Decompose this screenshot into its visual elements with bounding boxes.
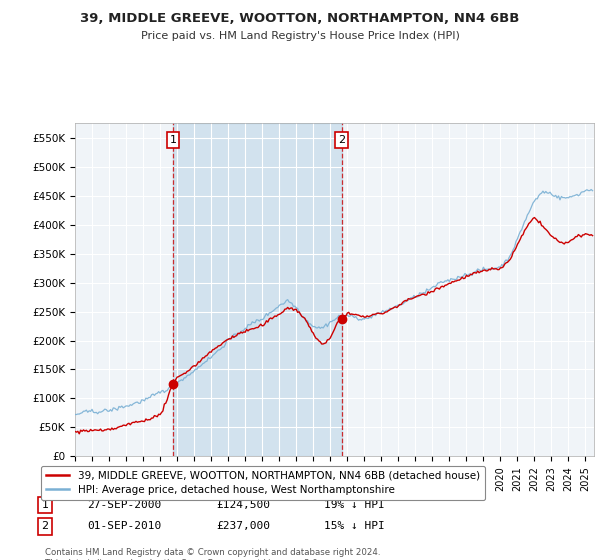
Text: 39, MIDDLE GREEVE, WOOTTON, NORTHAMPTON, NN4 6BB: 39, MIDDLE GREEVE, WOOTTON, NORTHAMPTON,… <box>80 12 520 25</box>
Text: £237,000: £237,000 <box>216 521 270 531</box>
Text: 2: 2 <box>338 135 345 145</box>
Text: 01-SEP-2010: 01-SEP-2010 <box>87 521 161 531</box>
Text: Price paid vs. HM Land Registry's House Price Index (HPI): Price paid vs. HM Land Registry's House … <box>140 31 460 41</box>
Text: 15% ↓ HPI: 15% ↓ HPI <box>324 521 385 531</box>
Text: £124,500: £124,500 <box>216 500 270 510</box>
Text: Contains HM Land Registry data © Crown copyright and database right 2024.
This d: Contains HM Land Registry data © Crown c… <box>45 548 380 560</box>
Text: 27-SEP-2000: 27-SEP-2000 <box>87 500 161 510</box>
Text: 1: 1 <box>169 135 176 145</box>
Text: 1: 1 <box>41 500 49 510</box>
Text: 2: 2 <box>41 521 49 531</box>
Bar <box>173 123 341 456</box>
Text: 19% ↓ HPI: 19% ↓ HPI <box>324 500 385 510</box>
Legend: 39, MIDDLE GREEVE, WOOTTON, NORTHAMPTON, NN4 6BB (detached house), HPI: Average : 39, MIDDLE GREEVE, WOOTTON, NORTHAMPTON,… <box>41 465 485 500</box>
